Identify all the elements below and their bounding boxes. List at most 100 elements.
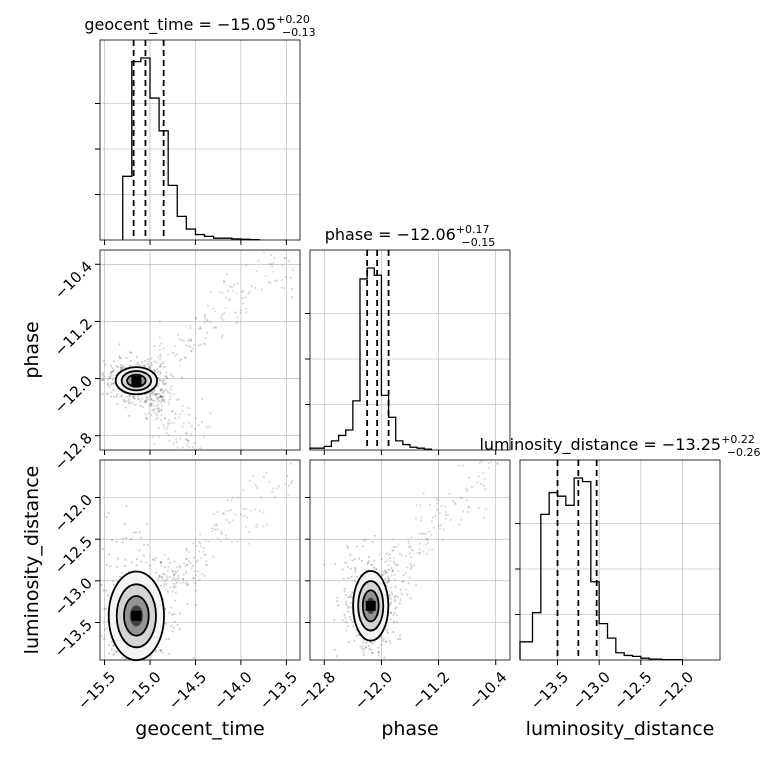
sample-point — [200, 327, 202, 329]
sample-point — [393, 546, 395, 548]
sample-point — [145, 413, 147, 415]
sample-point — [146, 360, 148, 362]
sample-point — [351, 591, 353, 593]
sample-point — [193, 570, 195, 572]
sample-point — [393, 562, 395, 564]
sample-point — [185, 584, 187, 586]
sample-point — [385, 641, 387, 643]
sample-point — [394, 600, 396, 602]
sample-point — [147, 544, 149, 546]
sample-point — [116, 541, 118, 543]
sample-point — [148, 366, 150, 368]
sample-point — [471, 486, 473, 488]
sample-point — [100, 635, 102, 637]
sample-point — [192, 542, 194, 544]
sample-point — [393, 578, 395, 580]
sample-point — [270, 254, 272, 256]
sample-point — [243, 508, 245, 510]
sample-point — [116, 651, 118, 653]
sample-point — [135, 363, 137, 365]
sample-point — [407, 540, 409, 542]
sample-point — [205, 319, 207, 321]
sample-point — [164, 389, 166, 391]
sample-point — [186, 439, 188, 441]
sample-point — [113, 653, 115, 655]
sample-point — [199, 326, 201, 328]
sample-point — [349, 554, 351, 556]
sample-point — [245, 311, 247, 313]
sample-point — [147, 412, 149, 414]
sample-point — [106, 392, 108, 394]
sample-point — [125, 400, 127, 402]
sample-point — [102, 548, 104, 550]
sample-point — [409, 552, 411, 554]
sample-point — [231, 286, 233, 288]
sample-point — [365, 646, 367, 648]
sample-point — [237, 282, 239, 284]
sample-point — [167, 591, 169, 593]
sample-point — [195, 604, 197, 606]
sample-point — [116, 566, 118, 568]
sample-point — [160, 562, 162, 564]
hist-geocent_time-bin-0 — [123, 176, 132, 240]
sample-point — [371, 541, 373, 543]
sample-point — [186, 558, 188, 560]
xtick-label-phase-0: −12.8 — [294, 668, 339, 713]
sample-point — [220, 317, 222, 319]
sample-point — [169, 398, 171, 400]
sample-point — [344, 561, 346, 563]
sample-point — [399, 638, 401, 640]
sample-point — [194, 428, 196, 430]
sample-point — [390, 612, 392, 614]
sample-point — [192, 446, 194, 448]
sample-point — [212, 327, 214, 329]
sample-point — [219, 291, 221, 293]
sample-point — [345, 603, 347, 605]
sample-point — [156, 368, 158, 370]
hist-luminosity_distance-bin-1 — [533, 613, 541, 660]
sample-point — [149, 367, 151, 369]
sample-point — [168, 638, 170, 640]
sample-point — [387, 632, 389, 634]
sample-point — [220, 540, 222, 542]
sample-point — [187, 584, 189, 586]
sample-point — [172, 590, 174, 592]
sample-point — [112, 370, 114, 372]
sample-point — [235, 513, 237, 515]
sample-point — [201, 398, 203, 400]
sample-point — [351, 595, 353, 597]
sample-point — [154, 369, 156, 371]
sample-point — [110, 371, 112, 373]
sample-point — [268, 281, 270, 283]
sample-point — [344, 588, 346, 590]
sample-point — [480, 483, 482, 485]
sample-point — [347, 625, 349, 627]
sample-point — [165, 375, 167, 377]
sample-point — [235, 322, 237, 324]
sample-point — [167, 558, 169, 560]
sample-point — [156, 393, 158, 395]
sample-point — [203, 435, 205, 437]
sample-point — [409, 597, 411, 599]
sample-point — [162, 348, 164, 350]
sample-point — [291, 480, 293, 482]
sample-point — [410, 556, 412, 558]
xtick-label-luminosity_distance-0: −13.5 — [527, 668, 572, 713]
sample-point — [137, 362, 139, 364]
sample-point — [179, 365, 181, 367]
sample-point — [194, 582, 196, 584]
sample-point — [156, 405, 158, 407]
hist-geocent_time-frame — [99, 39, 301, 241]
sample-point — [130, 360, 132, 362]
sample-point — [150, 398, 152, 400]
sample-point — [413, 564, 415, 566]
sample-point — [244, 296, 246, 298]
sample-point — [220, 530, 222, 532]
sample-point — [113, 382, 115, 384]
sample-point — [162, 380, 164, 382]
sample-point — [377, 647, 379, 649]
sample-point — [173, 422, 175, 424]
sample-point — [140, 361, 142, 363]
sample-point — [159, 575, 161, 577]
sample-point — [160, 342, 162, 344]
